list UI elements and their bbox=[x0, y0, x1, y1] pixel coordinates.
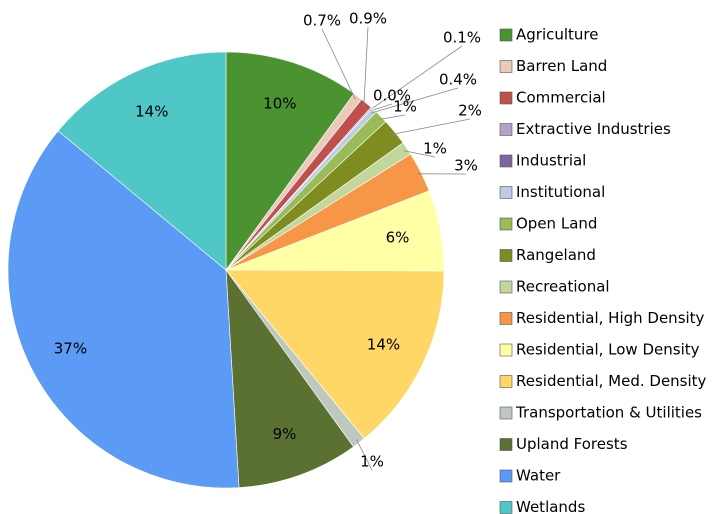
leader-line bbox=[356, 439, 373, 471]
legend-label: Upland Forests bbox=[516, 435, 628, 453]
leader-line bbox=[368, 45, 463, 112]
data-label: 0.4% bbox=[439, 71, 477, 89]
data-label: 0.1% bbox=[443, 29, 481, 47]
data-label: 6% bbox=[386, 229, 410, 247]
leader-line bbox=[371, 87, 459, 114]
data-label: 0.7% bbox=[303, 12, 341, 30]
legend-swatch bbox=[499, 60, 513, 73]
leader-line bbox=[321, 28, 356, 100]
legend-label: Water bbox=[516, 467, 561, 485]
legend-label: Residential, Low Density bbox=[516, 341, 700, 359]
data-label: 37% bbox=[54, 339, 87, 357]
legend-swatch bbox=[499, 438, 513, 451]
data-label: 9% bbox=[273, 425, 297, 443]
legend-label: Residential, Med. Density bbox=[516, 372, 707, 390]
data-label: 1% bbox=[423, 140, 447, 158]
leader-line bbox=[363, 26, 369, 107]
legend-swatch bbox=[499, 280, 513, 294]
legend-label: Barren Land bbox=[516, 57, 607, 75]
legend-swatch bbox=[499, 343, 513, 357]
legend-swatch bbox=[499, 28, 513, 42]
data-label: 0.0% bbox=[373, 87, 411, 105]
legend-swatch bbox=[499, 91, 513, 105]
legend-swatch bbox=[499, 312, 513, 325]
data-label: 2% bbox=[458, 102, 482, 120]
pie-slice bbox=[57, 51, 227, 271]
leader-line bbox=[391, 118, 471, 135]
legend-label: Recreational bbox=[516, 278, 610, 296]
data-label: 10% bbox=[263, 95, 296, 113]
pie-slice bbox=[225, 268, 354, 488]
legend-label: Wetlands bbox=[516, 498, 585, 514]
data-label: 14% bbox=[135, 103, 168, 121]
data-label: 14% bbox=[367, 335, 400, 353]
legend-label: Open Land bbox=[516, 215, 597, 233]
legend-swatch bbox=[499, 406, 513, 420]
data-label: 1% bbox=[393, 98, 417, 116]
leader-line bbox=[403, 150, 436, 158]
data-label: 0.9% bbox=[349, 10, 387, 28]
legend-swatch bbox=[499, 123, 513, 136]
legend-swatch bbox=[499, 154, 513, 168]
legend-label: Residential, High Density bbox=[516, 309, 705, 327]
pie-slice bbox=[225, 51, 355, 271]
legend-swatch bbox=[499, 249, 513, 262]
legend-label: Rangeland bbox=[516, 246, 596, 264]
legend-label: Extractive Industries bbox=[516, 120, 671, 138]
legend-label: Transportation & Utilities bbox=[515, 404, 702, 422]
data-label: 1% bbox=[360, 453, 384, 471]
legend-label: Industrial bbox=[516, 152, 586, 170]
legend-swatch bbox=[499, 469, 513, 483]
leader-line bbox=[378, 114, 406, 120]
legend-swatch bbox=[499, 217, 513, 231]
legend-label: Commercial bbox=[516, 89, 606, 107]
legend-swatch bbox=[499, 375, 513, 388]
legend-label: Agriculture bbox=[516, 26, 599, 44]
pie-slice bbox=[225, 269, 445, 439]
legend-label: Institutional bbox=[516, 183, 605, 201]
legend-swatch bbox=[499, 501, 513, 514]
data-label: 3% bbox=[454, 157, 478, 175]
legend-swatch bbox=[499, 186, 513, 199]
pie-slice bbox=[7, 130, 240, 489]
